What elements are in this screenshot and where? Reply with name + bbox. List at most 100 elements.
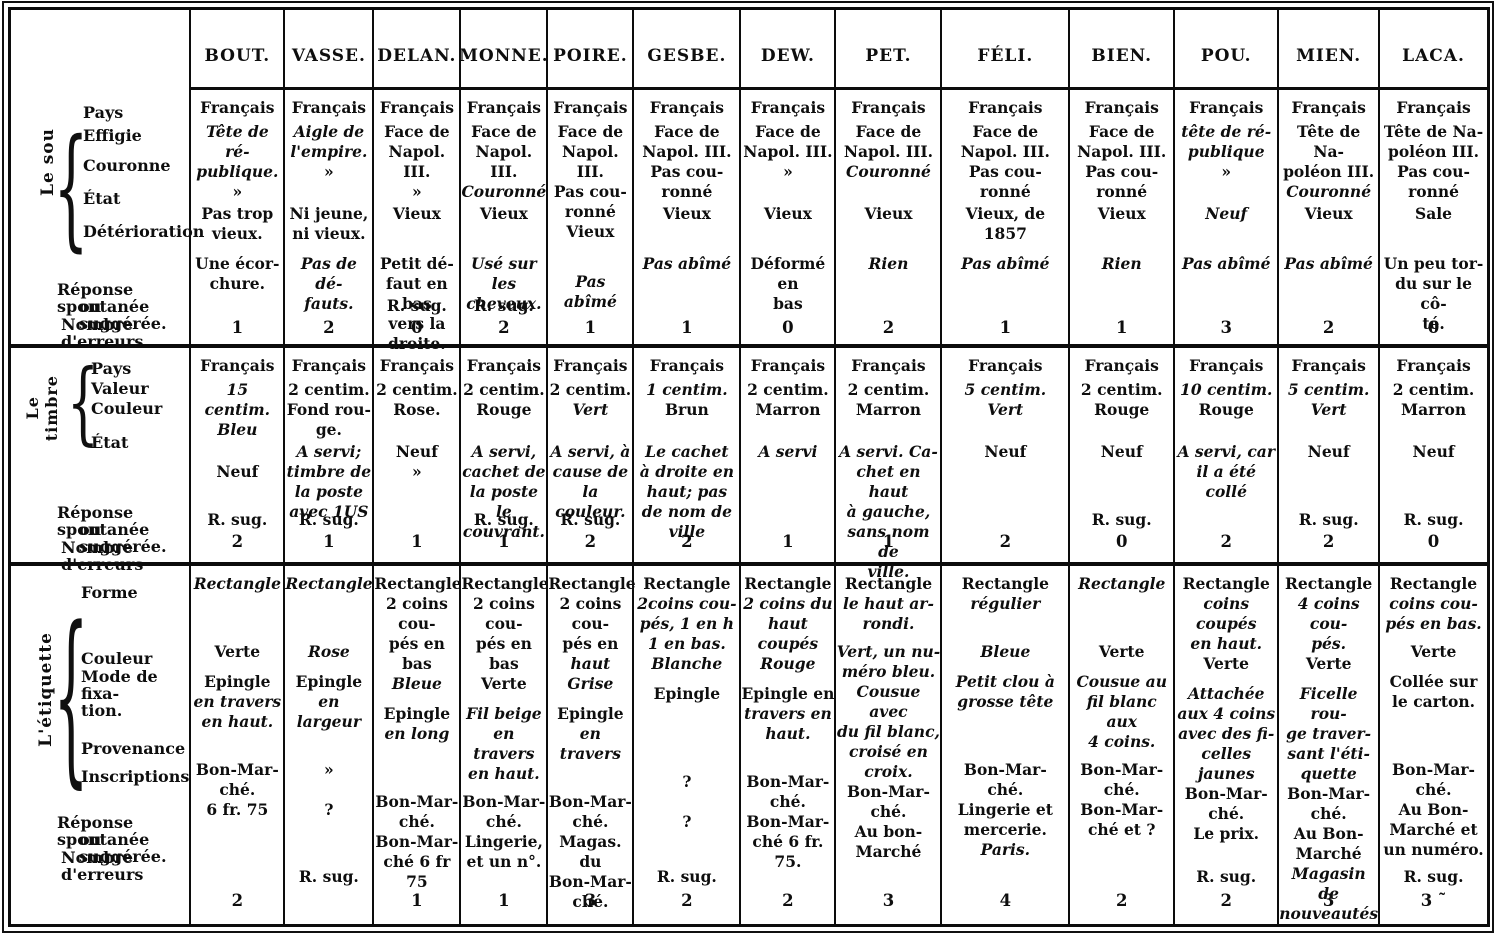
sou-band-cell: Français Face de Napol. III. Pas cou- ro…: [634, 90, 740, 348]
timbre-etat-value: A servi; timbre de la poste avec 1US: [286, 442, 372, 521]
row-label-reponse: Réponse spontanée: [57, 280, 150, 316]
timbre-erreurs-value: 0: [1115, 532, 1128, 551]
etiquette-provenance-value: Bon-Mar- ché.: [1287, 784, 1371, 823]
etiquette-band-cell: Rectangle Verte Cousue au fil blanc aux …: [1070, 566, 1173, 923]
timbre-couleur-value: Brun: [664, 400, 709, 419]
row-label-reponse2: ou suggérée.: [79, 830, 167, 866]
sou-erreurs-value: 3: [1220, 318, 1232, 337]
sou-pays-value: Français: [750, 98, 826, 117]
sou-band-cell: Français Aigle de l'empire. » Ni jeune, …: [285, 90, 373, 348]
timbre-pays-value: Français: [553, 356, 628, 375]
sou-reponse-value: R. sug.: [473, 296, 534, 315]
timbre-couleur-value: Rouge: [1094, 400, 1150, 419]
timbre-reponse-value: [374, 510, 459, 532]
timbre-valeur-value: 2 centim.: [376, 380, 458, 399]
sou-etat-value: Vieux: [763, 204, 812, 223]
timbre-pays-value: Français: [200, 356, 275, 375]
etiquette-band-cell: Rectangle le haut ar- rondi. Vert, un nu…: [836, 566, 941, 923]
row-label-couleur: Couleur: [81, 649, 153, 668]
sou-pays-value: Français: [466, 98, 542, 117]
etiquette-band-cell: Rectangle 2coins cou- pés, 1 en h 1 en b…: [634, 566, 739, 923]
timbre-reponse-value: R. sug.: [207, 510, 268, 529]
sou-band-cell: Français Face de Napol. III. Couronné Vi…: [836, 90, 941, 348]
etiquette-couleur-value: Verte: [1305, 654, 1352, 673]
sou-pays-value: Français: [1396, 98, 1471, 117]
row-label-effigie: Effigie: [83, 126, 142, 145]
etiquette-fixation-value: Epingle en largeur: [295, 672, 363, 731]
etiquette-reponse-value: [942, 867, 1068, 891]
timbre-valeur-value: 2 centim.: [847, 380, 930, 399]
etiquette-fixation-value: Epingle: [653, 684, 721, 703]
timbre-etat-value: Neuf: [1412, 442, 1455, 461]
sou-reponse-value: [1070, 296, 1173, 318]
sou-etat-value: Neuf: [1205, 204, 1248, 223]
timbre-valeur-value: 5 centim.: [1287, 380, 1370, 399]
sou-band-cell: Français Face de Napol. III. Pas cou- ro…: [1070, 90, 1174, 348]
sou-erreurs-value: 1: [999, 318, 1012, 337]
row-label-inscriptions: Inscriptions: [81, 767, 190, 786]
etiquette-inscriptions-value: ?: [324, 800, 334, 819]
timbre-pays-value: Français: [466, 356, 542, 375]
timbre-pays-value: Français: [291, 356, 367, 375]
sou-deterioration-value: Pas abîmé: [563, 272, 617, 311]
subject-header: POU.: [1175, 10, 1278, 90]
timbre-etat-value: Neuf: [216, 462, 259, 481]
timbre-etat-value: A servi, car il a été collé: [1177, 442, 1275, 501]
sou-erreurs-value: 1: [584, 318, 597, 337]
sou-etat-value: Vieux: [1097, 204, 1146, 223]
etiquette-reponse-value: [1279, 867, 1378, 891]
timbre-band-cell: Français 2 centim. Marron Neuf R. sug. 0: [1380, 348, 1488, 566]
timbre-couleur-value: Rose.: [393, 400, 441, 419]
timbre-reponse-value: R. sug.: [1298, 510, 1359, 529]
sou-etat-value: Vieux: [864, 204, 913, 223]
timbre-erreurs-value: 1: [882, 532, 895, 551]
etiquette-fixation-value: Attachée aux 4 coins avec des fi- celles…: [1177, 684, 1276, 783]
row-label-forme: Forme: [81, 583, 138, 602]
timbre-etat-value: Neuf: [1100, 442, 1143, 461]
etiquette-inscriptions-value: Bon-Mar- ché et ?: [1080, 800, 1164, 839]
etiquette-forme-value: Rectangle régulier: [961, 574, 1049, 613]
timbre-pays-value: Français: [1291, 356, 1366, 375]
sou-etat-value: Vieux: [1304, 204, 1353, 223]
subject-header: DEW.: [741, 10, 835, 90]
row-label-reponse2: ou suggérée.: [79, 520, 167, 556]
etiquette-provenance-value: ?: [682, 772, 692, 791]
timbre-erreurs-value: 2: [231, 532, 244, 551]
subject-header: FÉLI.: [942, 10, 1069, 90]
etiquette-reponse-value: R. sug.: [1196, 867, 1257, 886]
timbre-pays-value: Français: [1189, 356, 1264, 375]
subject-header: MONNE.: [459, 10, 548, 90]
timbre-valeur-value: 15 centim.: [204, 380, 271, 419]
sou-pays-value: Français: [291, 98, 367, 117]
row-label-mode-fixation: Mode de fixa- tion.: [81, 667, 158, 720]
sou-reponse-value: [634, 296, 739, 318]
sou-reponse-value: [1279, 296, 1378, 318]
subject-header: PET.: [836, 10, 941, 90]
etiquette-inscriptions-value: Bon-Mar- ché 6 fr. 75.: [746, 812, 830, 871]
sou-etat-value: Vieux: [566, 222, 615, 241]
etiquette-reponse-value: [836, 867, 940, 891]
etiquette-band-cell: Rectangle 2 coins cou- pés en haut Grise…: [548, 566, 635, 923]
etiquette-fixation-value: Fil beige en travers en haut.: [466, 704, 542, 783]
sou-deterioration-value: Petit dé- faut en bas vers la droite.: [379, 254, 454, 353]
timbre-reponse-value: [634, 510, 739, 532]
timbre-etat-value: Le cachet à droite en haut; pas de nom d…: [639, 442, 734, 541]
etiquette-inscriptions-value: Au Bon- Marché et un numéro.: [1383, 800, 1484, 859]
timbre-couleur-value: Marron: [1400, 400, 1467, 419]
sou-effigie-couronne-value: Face de Napol. III. »: [384, 122, 450, 201]
sou-etat-value: Vieux: [479, 204, 528, 223]
timbre-band-cell: Français 5 centim. Vert Neuf 2: [942, 348, 1069, 566]
etiquette-couleur-value: Rouge: [760, 654, 816, 673]
sou-effigie-couronne-value: Tête de Na- poléon III. Pas cou- ronné: [1383, 122, 1484, 201]
subject-header: POIRE.: [548, 10, 633, 90]
etiquette-inscriptions-value: Au Bon- Marché Magasin de nouveautés: [1279, 824, 1379, 923]
timbre-erreurs-value: 1: [411, 532, 423, 551]
subject-column: POU. Français tête de ré- publique » Neu…: [1175, 10, 1280, 924]
etiquette-band-cell: Rectangle coins coupés en haut. Verte At…: [1175, 566, 1277, 923]
etiquette-couleur-value: Verte: [481, 674, 527, 693]
timbre-band-cell: Français 15 centim. Bleu Neuf R. sug. 2: [191, 348, 284, 566]
etiquette-erreurs-value: 3: [1322, 891, 1335, 910]
timbre-band-cell: Français 2 centim. Rose. Neuf » 1: [374, 348, 460, 566]
etiquette-reponse-value: [741, 867, 834, 891]
etiquette-forme-value: Rectangle coins cou- pés en bas.: [1385, 574, 1482, 633]
